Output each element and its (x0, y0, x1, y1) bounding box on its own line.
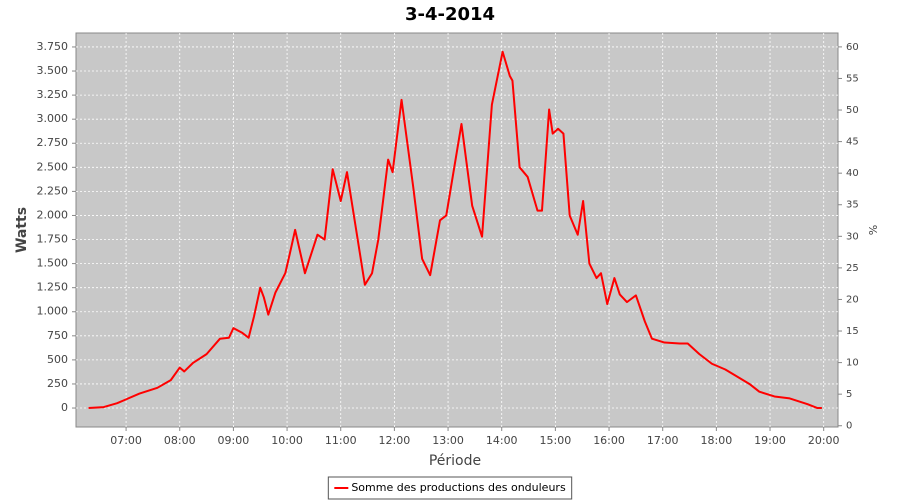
y-tick-label: 0 (61, 401, 68, 414)
y-tick-label: 1.750 (37, 233, 69, 246)
y2-tick-label: 0 (846, 421, 852, 432)
y-tick-label: 3.500 (37, 64, 69, 77)
y2-tick-label: 35 (846, 200, 859, 211)
y-tick-label: 3.000 (37, 112, 69, 125)
y2-tick-label: 5 (846, 389, 852, 400)
x-tick-label: 14:00 (486, 434, 518, 447)
x-tick-label: 11:00 (325, 434, 357, 447)
y-tick-label: 3.750 (37, 40, 69, 53)
y-tick-label: 1.000 (37, 305, 69, 318)
y2-tick-label: 25 (846, 263, 859, 274)
chart-title: 3-4-2014 (405, 4, 495, 25)
y-tick-label: 500 (47, 353, 68, 366)
x-tick-label: 19:00 (754, 434, 786, 447)
x-tick-label: 15:00 (540, 434, 572, 447)
y2-tick-label: 20 (846, 294, 859, 305)
y-tick-label: 3.250 (37, 88, 69, 101)
y2-tick-label: 60 (846, 42, 859, 53)
y2-axis-label: % (866, 225, 879, 235)
x-tick-label: 07:00 (110, 434, 142, 447)
y-tick-label: 2.250 (37, 184, 69, 197)
plot-area (75, 32, 839, 428)
y2-tick-label: 30 (846, 231, 859, 242)
x-tick-label: 10:00 (271, 434, 303, 447)
x-tick-label: 16:00 (593, 434, 625, 447)
data-line (88, 50, 822, 410)
y-tick-label: 750 (47, 329, 68, 342)
y-tick-label: 2.000 (37, 208, 69, 221)
y2-tick-label: 50 (846, 105, 859, 116)
y-tick-label: 2.500 (37, 160, 69, 173)
y-tick-label: 1.500 (37, 257, 69, 270)
x-axis-label: Période (429, 453, 481, 469)
y-tick-label: 1.250 (37, 281, 69, 294)
x-tick-label: 18:00 (701, 434, 733, 447)
x-tick-label: 20:00 (808, 434, 840, 447)
x-tick-label: 17:00 (647, 434, 679, 447)
legend-label: Somme des productions des onduleurs (351, 481, 566, 494)
y2-tick-label: 10 (846, 358, 859, 369)
x-tick-label: 12:00 (379, 434, 411, 447)
y2-tick-label: 45 (846, 137, 859, 148)
legend: Somme des productions des onduleurs (327, 476, 573, 500)
x-tick-label: 08:00 (164, 434, 196, 447)
y2-tick-label: 55 (846, 73, 859, 84)
x-tick-label: 13:00 (432, 434, 464, 447)
y-tick-label: 2.750 (37, 136, 69, 149)
y-tick-label: 250 (47, 377, 68, 390)
y2-tick-label: 40 (846, 168, 859, 179)
legend-box (327, 476, 573, 500)
x-tick-label: 09:00 (218, 434, 250, 447)
y2-tick-label: 15 (846, 326, 859, 337)
y-axis-label: Watts (14, 207, 30, 253)
